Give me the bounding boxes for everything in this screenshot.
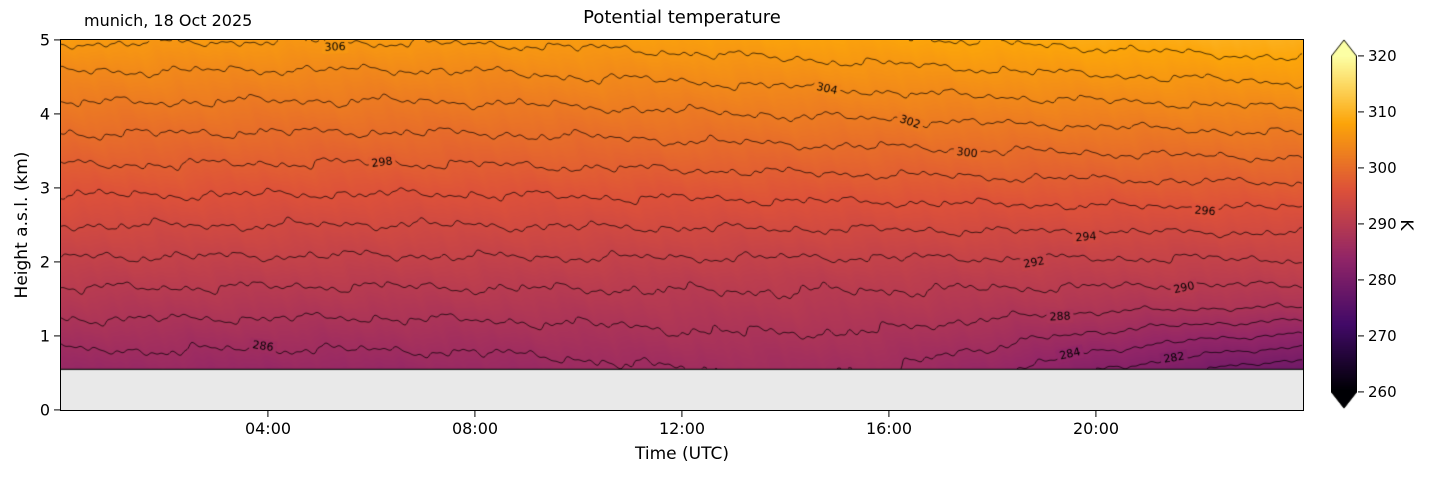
contour-plot-area <box>60 39 1304 411</box>
x-tick-mark <box>267 411 269 417</box>
y-axis-label: Height a.s.l. (km) <box>12 151 32 299</box>
station-date-annotation: munich, 18 Oct 2025 <box>84 11 253 30</box>
colorbar-tick-label: 320 <box>1368 47 1397 65</box>
colorbar-tick-mark <box>1358 391 1364 393</box>
x-tick-mark <box>888 411 890 417</box>
x-tick-label: 12:00 <box>658 419 706 438</box>
colorbar-tick-mark <box>1358 335 1364 337</box>
x-tick-mark <box>474 411 476 417</box>
colorbar-tick-label: 310 <box>1368 103 1397 121</box>
y-tick-label: 5 <box>39 30 50 50</box>
x-tick-mark <box>681 411 683 417</box>
y-tick-mark <box>54 335 60 337</box>
colorbar-tick-label: 300 <box>1368 159 1397 177</box>
colorbar-tick-label: 270 <box>1368 327 1397 345</box>
y-tick-mark <box>54 113 60 115</box>
x-tick-label: 04:00 <box>244 419 292 438</box>
y-tick-label: 1 <box>39 326 50 346</box>
colorbar-tick-mark <box>1358 55 1364 57</box>
x-tick-mark <box>1095 411 1097 417</box>
x-tick-label: 08:00 <box>451 419 499 438</box>
colorbar-tick-label: 290 <box>1368 215 1397 233</box>
y-tick-mark <box>54 409 60 411</box>
y-tick-label: 3 <box>39 178 50 198</box>
y-tick-label: 2 <box>39 252 50 272</box>
colorbar-tick-mark <box>1358 167 1364 169</box>
x-axis-label: Time (UTC) <box>635 444 729 464</box>
y-tick-label: 0 <box>39 400 50 420</box>
x-tick-label: 20:00 <box>1072 419 1120 438</box>
y-tick-mark <box>54 39 60 41</box>
y-tick-mark <box>54 261 60 263</box>
colorbar-tick-label: 280 <box>1368 271 1397 289</box>
y-tick-mark <box>54 187 60 189</box>
colorbar-tick-mark <box>1358 111 1364 113</box>
y-tick-label: 4 <box>39 104 50 124</box>
chart-title: Potential temperature <box>583 7 781 28</box>
colorbar-tick-mark <box>1358 279 1364 281</box>
colorbar-tick-mark <box>1358 223 1364 225</box>
colorbar-label: K <box>1396 219 1416 231</box>
colorbar-tick-label: 260 <box>1368 383 1397 401</box>
x-tick-label: 16:00 <box>865 419 913 438</box>
colorbar <box>1331 39 1357 411</box>
